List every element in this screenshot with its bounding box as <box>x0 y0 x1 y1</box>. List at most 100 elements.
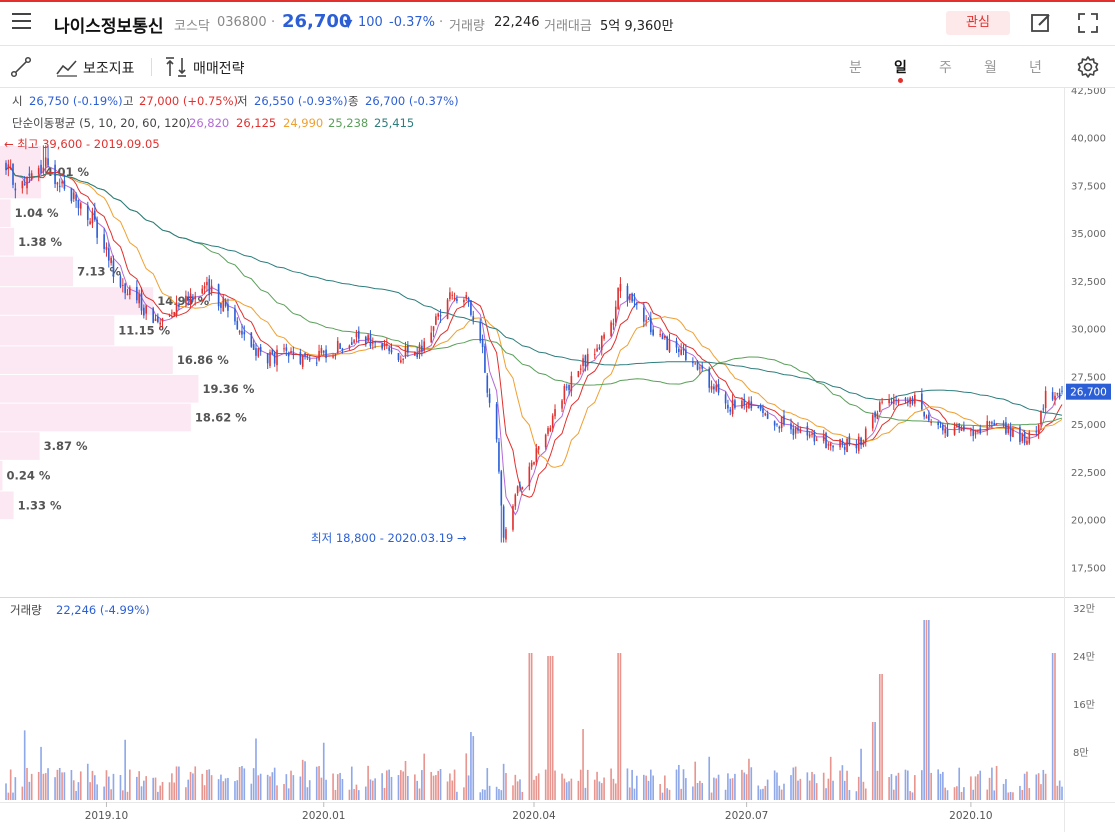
volume-bar <box>944 787 947 800</box>
volume-tick-label: 16만 <box>1073 699 1095 711</box>
candle-body <box>1054 395 1056 400</box>
candle-body <box>505 529 507 540</box>
candle-body <box>271 349 274 355</box>
volume-bar <box>481 789 484 800</box>
volume-bar <box>1040 784 1042 800</box>
volume-bar <box>385 770 388 800</box>
candle-body <box>152 308 155 323</box>
favorite-button[interactable]: 관심 <box>946 11 1010 35</box>
candle-body <box>58 185 61 188</box>
volume-bar <box>717 774 720 800</box>
candle-body <box>63 180 66 189</box>
candle-body <box>993 422 996 426</box>
volume-bar <box>668 789 671 800</box>
period-tab-minute[interactable]: 분 <box>849 60 862 76</box>
volume-bar <box>1009 791 1012 800</box>
candle-body <box>766 413 769 419</box>
volume-bar <box>250 783 253 800</box>
period-tab-year[interactable]: 년 <box>1029 60 1042 76</box>
candle-body <box>759 405 762 410</box>
volume-bar <box>649 769 652 800</box>
candle-body <box>322 350 325 353</box>
volume-bar <box>659 784 661 800</box>
candle-body <box>96 219 98 238</box>
volume-value: 22,246 <box>494 15 540 30</box>
candle-body <box>159 322 162 325</box>
candle-body <box>119 276 122 287</box>
volume-info-value: 22,246 (-4.99%) <box>56 603 150 617</box>
candle-body <box>1058 392 1061 398</box>
indicator-button[interactable]: 보조지표 <box>83 61 135 77</box>
menu-icon[interactable] <box>12 13 31 31</box>
candle-body <box>138 293 140 304</box>
edit-icon[interactable] <box>1030 12 1052 34</box>
period-tab-day[interactable]: 일 <box>894 60 907 76</box>
volume-bar <box>350 766 353 800</box>
volume-bar <box>364 786 367 800</box>
candle-body <box>913 394 916 404</box>
candle-body <box>619 284 622 292</box>
volume-bar <box>533 779 535 800</box>
volume-profile-bar <box>0 315 115 346</box>
candle-body <box>841 440 844 445</box>
volume-bar <box>243 768 246 800</box>
candle-body <box>972 430 975 436</box>
candle-body <box>921 393 923 410</box>
fullscreen-icon[interactable] <box>1077 12 1099 34</box>
volume-bar <box>306 787 309 800</box>
volume-bar <box>614 783 617 800</box>
volume-bar <box>970 776 972 800</box>
volume-bar <box>77 782 80 800</box>
volume-bar <box>505 772 507 800</box>
volume-bar <box>633 788 636 800</box>
volume-bar <box>596 771 598 800</box>
volume-bar <box>953 787 956 800</box>
candle-body <box>435 316 437 325</box>
strategy-icon[interactable] <box>164 56 188 78</box>
candle-body <box>220 302 222 308</box>
current-price: 26,700 <box>282 11 352 32</box>
strategy-button[interactable]: 매매전략 <box>193 61 245 77</box>
ma-label: 단순이동평균 (5, 10, 20, 60, 120) <box>12 116 191 130</box>
candle-body <box>822 435 825 441</box>
candle-body <box>584 355 587 367</box>
candle-body <box>400 360 402 363</box>
candle-body <box>846 438 848 453</box>
volume-bar <box>855 791 858 800</box>
candle-body <box>1028 432 1031 444</box>
volume-bar <box>713 777 715 800</box>
volume-profile-label: 11.15 % <box>118 324 170 338</box>
candle-body <box>516 486 519 494</box>
ma20-value: 24,990 <box>283 116 323 130</box>
candle-body <box>381 343 383 349</box>
candle-body <box>42 167 45 173</box>
volume-bar <box>168 782 171 800</box>
volume-bar <box>287 788 290 800</box>
volume-bar <box>121 790 124 800</box>
volume-bar <box>357 790 360 800</box>
volume-bar <box>568 781 570 800</box>
volume-bar <box>5 783 7 800</box>
volume-bar <box>794 766 797 800</box>
candle-body <box>610 322 612 337</box>
volume-bar <box>416 780 419 800</box>
candle-body <box>105 246 108 250</box>
candle-body <box>241 330 243 335</box>
volume-bar <box>1058 780 1061 800</box>
volume-bar <box>652 775 654 800</box>
volume-bar <box>112 773 115 800</box>
stock-code: 036800 <box>217 15 267 30</box>
candle-body <box>157 316 159 323</box>
price-chart[interactable]: 4.01 %1.04 %1.38 %7.13 %14.95 %11.15 %16… <box>0 88 1115 832</box>
volume-bar <box>154 777 157 800</box>
volume-bar <box>888 777 890 800</box>
volume-bar <box>813 774 816 800</box>
volume-bar <box>269 776 271 800</box>
draw-line-icon[interactable] <box>10 56 32 78</box>
settings-gear-icon[interactable] <box>1076 55 1100 79</box>
period-tab-week[interactable]: 주 <box>939 60 952 76</box>
period-tab-month[interactable]: 월 <box>984 60 997 76</box>
indicator-icon[interactable] <box>56 57 78 77</box>
volume-bar <box>61 772 63 800</box>
volume-profile-bar <box>0 346 173 375</box>
